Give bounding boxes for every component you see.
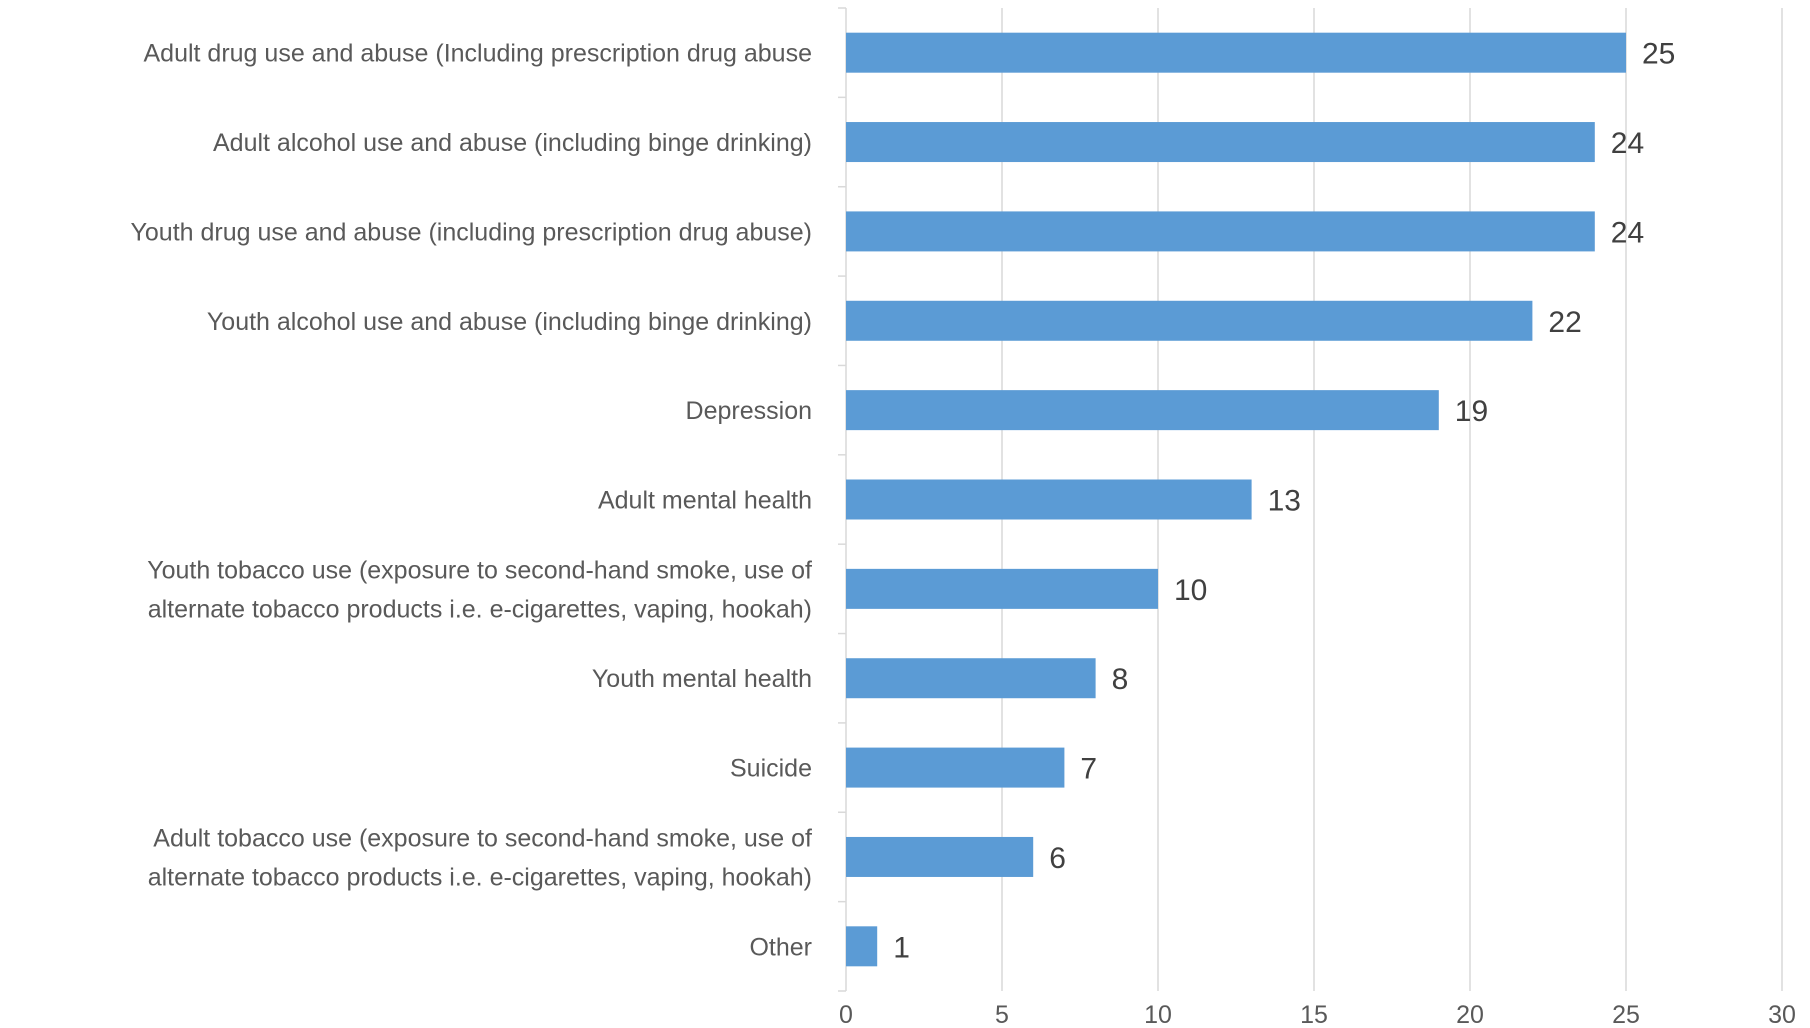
data-label: 10 bbox=[1174, 574, 1207, 607]
bars bbox=[846, 32, 1626, 967]
category-label-line: Suicide bbox=[730, 755, 812, 783]
gridlines bbox=[1001, 8, 1783, 991]
category-label-line: alternate tobacco products i.e. e-cigare… bbox=[148, 863, 812, 891]
data-label: 19 bbox=[1455, 395, 1488, 428]
category-label-line: Youth mental health bbox=[592, 665, 812, 693]
data-label: 24 bbox=[1611, 216, 1644, 249]
x-tick-label: 15 bbox=[1300, 1001, 1328, 1028]
category-label: Adult drug use and abuse (Including pres… bbox=[144, 40, 813, 68]
bar bbox=[846, 122, 1595, 163]
category-label-line: Depression bbox=[686, 397, 812, 425]
data-label: 22 bbox=[1548, 306, 1581, 339]
x-tick-label: 5 bbox=[995, 1001, 1009, 1028]
bar bbox=[846, 211, 1595, 252]
bar bbox=[846, 658, 1096, 699]
data-labels: 25 24 24 22 19 13 10 8 7 6 1 bbox=[893, 38, 1675, 965]
category-label: Youth mental health bbox=[592, 665, 812, 693]
category-label: Other bbox=[749, 933, 812, 961]
category-label-line: Youth alcohol use and abuse (including b… bbox=[207, 308, 812, 336]
category-labels: Adult drug use and abuse (Including pres… bbox=[131, 40, 813, 962]
x-axis-tick-labels: 0 5 10 15 20 25 30 bbox=[839, 1001, 1796, 1028]
category-label-line: Youth tobacco use (exposure to second-ha… bbox=[147, 556, 812, 584]
category-label: Youth alcohol use and abuse (including b… bbox=[207, 308, 812, 336]
x-tick-label: 20 bbox=[1456, 1001, 1484, 1028]
category-label: Adult tobacco use (exposure to second-ha… bbox=[148, 824, 812, 891]
bar bbox=[846, 390, 1439, 431]
data-label: 13 bbox=[1268, 485, 1301, 518]
category-label-line: Adult alcohol use and abuse (including b… bbox=[213, 129, 812, 157]
category-label: Adult mental health bbox=[598, 487, 812, 515]
data-label: 6 bbox=[1049, 842, 1066, 875]
category-label: Youth tobacco use (exposure to second-ha… bbox=[147, 556, 812, 623]
x-tick-label: 10 bbox=[1144, 1001, 1172, 1028]
category-label-line: alternate tobacco products i.e. e-cigare… bbox=[148, 595, 812, 623]
data-label: 24 bbox=[1611, 127, 1644, 160]
data-label: 7 bbox=[1080, 753, 1097, 786]
data-label: 8 bbox=[1112, 663, 1129, 696]
x-tick-label: 25 bbox=[1612, 1001, 1640, 1028]
category-label-line: Youth drug use and abuse (including pres… bbox=[131, 218, 812, 246]
x-tick-label: 0 bbox=[839, 1001, 853, 1028]
category-label: Youth drug use and abuse (including pres… bbox=[131, 218, 812, 246]
category-axis bbox=[838, 7, 847, 992]
bar bbox=[846, 836, 1034, 877]
bar bbox=[846, 479, 1252, 520]
category-label: Adult alcohol use and abuse (including b… bbox=[213, 129, 812, 157]
category-label: Suicide bbox=[730, 755, 812, 783]
bar bbox=[846, 32, 1626, 73]
category-label-line: Adult drug use and abuse (Including pres… bbox=[144, 40, 813, 68]
category-label-line: Adult mental health bbox=[598, 487, 812, 515]
bar bbox=[846, 300, 1533, 341]
bar bbox=[846, 926, 878, 967]
data-label: 25 bbox=[1642, 38, 1675, 71]
bar bbox=[846, 568, 1158, 609]
data-label: 1 bbox=[893, 931, 910, 964]
bar bbox=[846, 747, 1065, 788]
category-label-line: Adult tobacco use (exposure to second-ha… bbox=[153, 824, 812, 852]
category-label: Depression bbox=[686, 397, 812, 425]
x-tick-label: 30 bbox=[1768, 1001, 1796, 1028]
category-label-line: Other bbox=[749, 933, 812, 961]
